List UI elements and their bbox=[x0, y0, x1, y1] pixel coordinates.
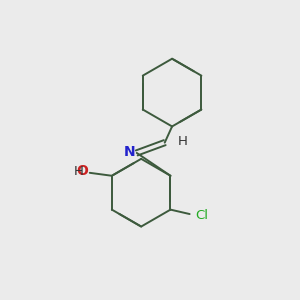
Text: H: H bbox=[74, 165, 83, 178]
Text: O: O bbox=[76, 164, 88, 178]
Text: N: N bbox=[124, 145, 135, 159]
Text: Cl: Cl bbox=[196, 209, 208, 222]
Text: H: H bbox=[178, 135, 188, 148]
